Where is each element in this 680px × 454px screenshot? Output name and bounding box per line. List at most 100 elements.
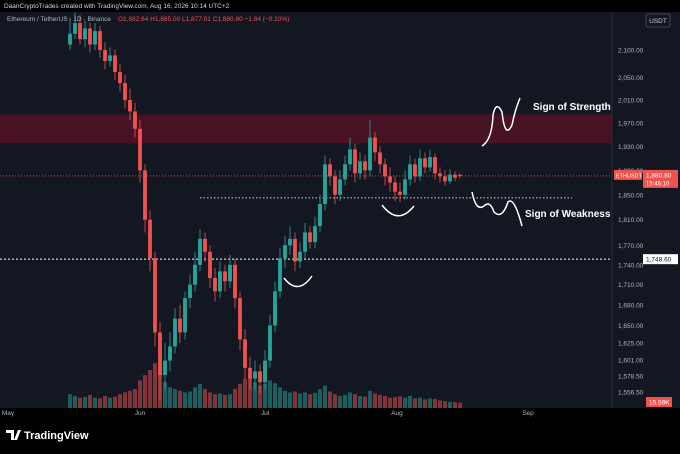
volume-bar bbox=[218, 393, 222, 408]
candle-body bbox=[223, 271, 227, 282]
volume-bar bbox=[273, 383, 277, 408]
candle-body bbox=[213, 278, 217, 292]
countdown: 15:45:10 bbox=[646, 181, 670, 187]
volume-bar bbox=[433, 399, 437, 408]
volume-bar bbox=[83, 396, 87, 408]
volume-bar bbox=[123, 392, 127, 408]
volume-bar bbox=[458, 402, 462, 408]
symbol-title: Ethereum / TetherUS · 1D · Binance bbox=[7, 16, 111, 23]
volume-badge bbox=[646, 397, 672, 407]
volume-bar bbox=[208, 392, 212, 408]
ohlc: O1,882.64 H1,885.00 L1,877.01 C1,880.80 … bbox=[118, 16, 289, 23]
volume-bar bbox=[143, 375, 147, 408]
candle-body bbox=[348, 149, 352, 165]
volume-bar bbox=[438, 400, 442, 408]
volume-bar bbox=[243, 378, 247, 408]
volume-bar bbox=[313, 392, 317, 408]
candle-body bbox=[293, 238, 297, 262]
candle-body bbox=[303, 232, 307, 252]
candle-body bbox=[403, 179, 407, 195]
candle-body bbox=[278, 258, 282, 292]
candle-body bbox=[283, 245, 287, 259]
x-tick-label: Jul bbox=[261, 410, 270, 417]
candle-body bbox=[108, 55, 112, 61]
candle-body bbox=[73, 23, 77, 34]
volume-bar bbox=[88, 394, 92, 408]
candle-body bbox=[128, 100, 132, 112]
candle-body bbox=[198, 238, 202, 265]
volume-bar bbox=[308, 394, 312, 408]
annotation: Sign of Weakness bbox=[525, 209, 611, 220]
candle-body bbox=[453, 174, 457, 178]
candle-body bbox=[308, 232, 312, 243]
candle-body bbox=[343, 164, 347, 180]
price-badge-label: 1,880.80 bbox=[646, 172, 672, 179]
volume-bar bbox=[338, 395, 342, 408]
candle-body bbox=[358, 161, 362, 174]
volume-bar bbox=[388, 397, 392, 408]
candle-body bbox=[123, 83, 127, 101]
candle-body bbox=[138, 128, 142, 171]
volume-bar bbox=[78, 397, 82, 408]
candle-body bbox=[368, 137, 372, 171]
volume-bar bbox=[198, 383, 202, 408]
candle-body bbox=[433, 157, 437, 174]
pen-stroke bbox=[283, 275, 313, 288]
volume-bar bbox=[428, 398, 432, 408]
volume-bar bbox=[368, 390, 372, 408]
volume-bar bbox=[278, 387, 282, 408]
candle-body bbox=[238, 298, 242, 340]
volume-bar bbox=[133, 389, 137, 408]
y-tick-label: 1,810.00 bbox=[618, 217, 644, 224]
x-tick-label: May bbox=[2, 410, 15, 417]
volume-bar bbox=[448, 401, 452, 408]
candle-body bbox=[398, 191, 402, 195]
supply-zone bbox=[0, 114, 613, 144]
volume-bar bbox=[73, 395, 77, 408]
volume-bar bbox=[173, 389, 177, 408]
y-tick-label: 1,556.50 bbox=[618, 390, 644, 397]
volume-bar bbox=[353, 394, 357, 408]
volume-bar bbox=[68, 394, 72, 408]
x-tick-label: Sep bbox=[522, 410, 534, 417]
volume-bar bbox=[128, 390, 132, 408]
volume-bar bbox=[188, 391, 192, 408]
y-tick-label: 1,578.50 bbox=[618, 374, 644, 381]
volume-bar bbox=[258, 385, 262, 408]
candle-body bbox=[313, 226, 317, 243]
level-badge bbox=[643, 254, 678, 265]
candle-body bbox=[333, 176, 337, 195]
candle-body bbox=[153, 258, 157, 333]
price-badge bbox=[643, 169, 678, 188]
level-badge-label: 1,748.60 bbox=[646, 257, 672, 264]
volume-bar bbox=[223, 394, 227, 408]
volume-bar bbox=[283, 390, 287, 408]
volume-bar bbox=[213, 394, 217, 408]
candle-body bbox=[143, 170, 147, 220]
volume-bar bbox=[253, 382, 257, 408]
candle-body bbox=[188, 284, 192, 299]
price-axis bbox=[612, 12, 680, 408]
candle-body bbox=[173, 318, 177, 347]
candle-body bbox=[383, 164, 387, 177]
volume-bar bbox=[148, 370, 152, 408]
candle-body bbox=[413, 164, 417, 177]
volume-bar bbox=[333, 394, 337, 408]
candle-body bbox=[133, 111, 137, 129]
candle-body bbox=[208, 251, 212, 279]
volume-bar bbox=[348, 392, 352, 408]
candle-body bbox=[103, 49, 107, 61]
volume-bar bbox=[248, 376, 252, 408]
volume-bar bbox=[153, 363, 157, 408]
currency: USDT bbox=[649, 18, 667, 25]
plot-area bbox=[0, 12, 612, 408]
volume-bar bbox=[233, 389, 237, 408]
candle-body bbox=[318, 204, 322, 227]
candle-body bbox=[158, 332, 162, 375]
candle-body bbox=[253, 371, 257, 379]
volume-bar bbox=[98, 398, 102, 408]
candle-body bbox=[373, 137, 377, 153]
candle-body bbox=[393, 182, 397, 192]
candle-body bbox=[68, 33, 72, 45]
